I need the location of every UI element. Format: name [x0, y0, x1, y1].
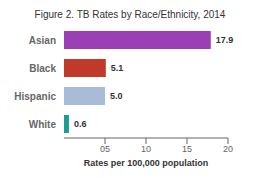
svg-text:05: 05: [100, 144, 110, 154]
svg-text:5.1: 5.1: [111, 63, 124, 73]
html-text:Figure 2. TB Rates by Race/Eth: Figure 2. TB Rates by Race/Ethnicity, 20…: [34, 9, 226, 20]
svg-text:15: 15: [182, 144, 192, 154]
svg-text:Black: Black: [29, 63, 56, 74]
svg-text:Asian: Asian: [29, 35, 56, 46]
svg-text:20: 20: [223, 144, 233, 154]
svg-text:0.6: 0.6: [74, 119, 87, 129]
svg-text:Hispanic: Hispanic: [14, 91, 56, 102]
svg-text:Rates per 100,000 population: Rates per 100,000 population: [84, 158, 209, 168]
svg-text:White: White: [29, 119, 57, 130]
svg-text:17.9: 17.9: [216, 35, 234, 45]
svg-text:10: 10: [141, 144, 151, 154]
svg-text:5.0: 5.0: [110, 91, 123, 101]
